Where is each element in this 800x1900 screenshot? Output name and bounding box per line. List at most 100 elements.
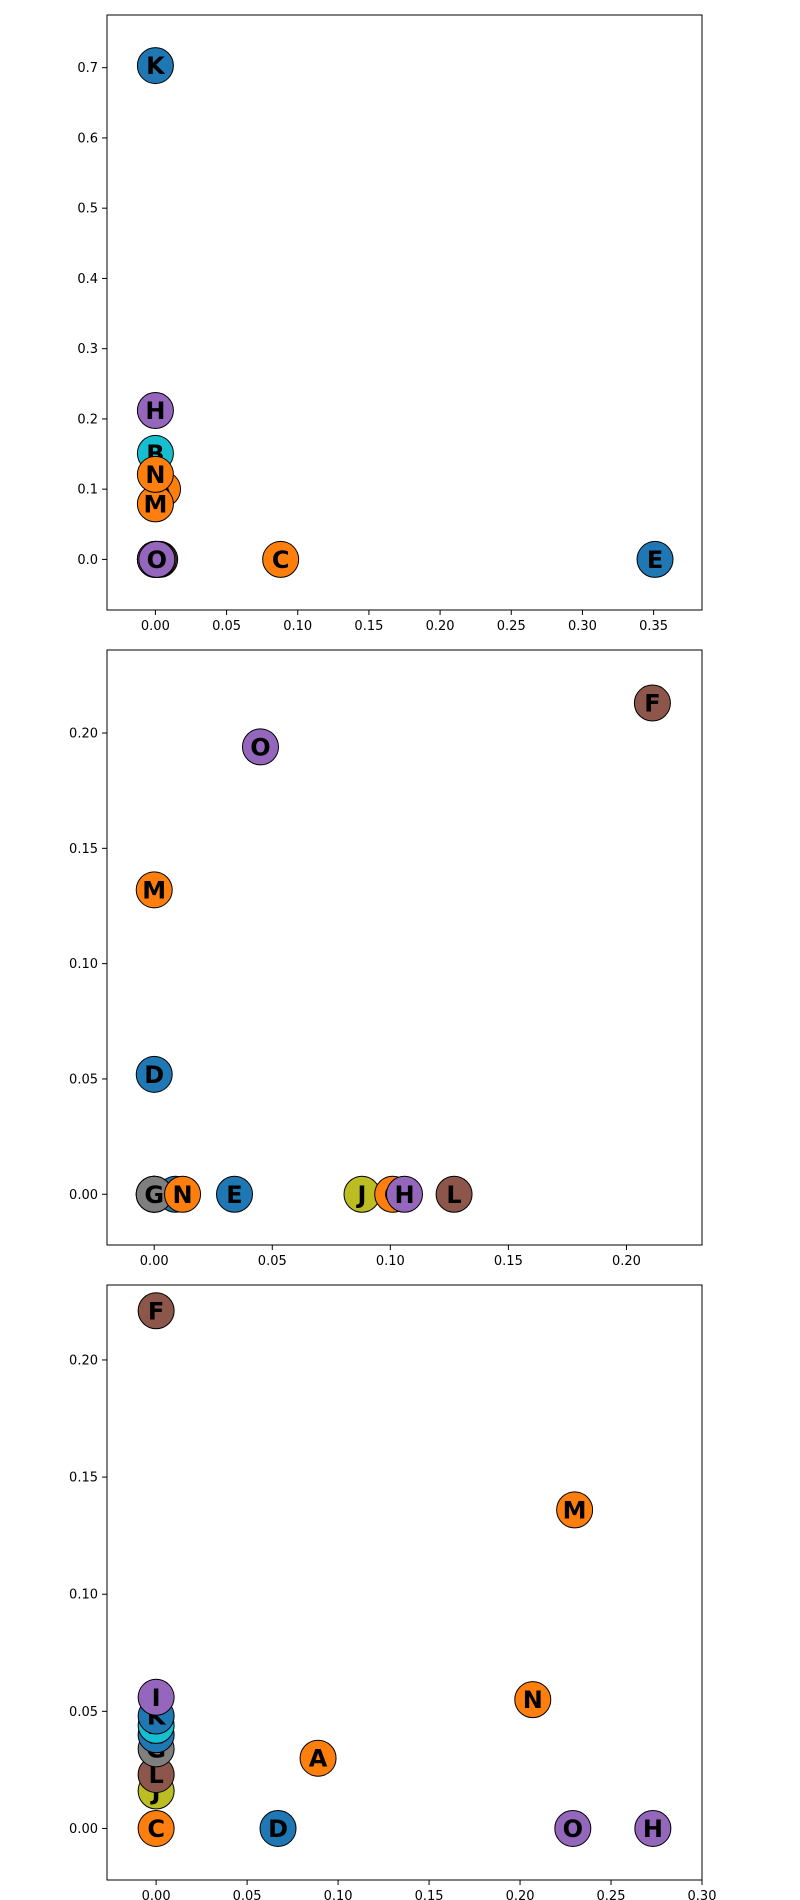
point-marker	[259, 1809, 297, 1847]
y-tick-label: 0.2	[77, 412, 98, 427]
point-label: G	[144, 1181, 164, 1209]
x-tick-label: 0.20	[506, 1889, 535, 1900]
point-marker	[137, 1292, 175, 1330]
point-label: D	[268, 1815, 288, 1843]
plot-area	[106, 649, 703, 1246]
x-tick-label: 0.05	[233, 1889, 262, 1900]
x-tick-label: 0.00	[140, 1254, 169, 1269]
x-tick-label: 0.05	[258, 1254, 287, 1269]
point-O: O	[138, 540, 176, 578]
point-marker	[241, 728, 279, 766]
point-D: D	[135, 1055, 173, 1093]
x-tick-label: 0.35	[639, 619, 668, 634]
point-marker	[633, 684, 671, 722]
point-label: F	[148, 1297, 164, 1325]
x-tick-label: 0.30	[568, 619, 597, 634]
point-L: L	[435, 1175, 473, 1213]
x-tick-label: 0.00	[141, 619, 170, 634]
point-label: C	[272, 546, 290, 574]
point-N: N	[514, 1681, 552, 1719]
plot-area	[106, 14, 703, 611]
y-tick-label: 0.00	[69, 1188, 98, 1203]
point-label: E	[226, 1181, 242, 1209]
y-tick-label: 0.20	[69, 1353, 98, 1368]
point-label: O	[250, 733, 270, 761]
x-tick-label: 0.05	[212, 619, 241, 634]
point-K: K	[136, 47, 174, 85]
point-N: N	[164, 1175, 202, 1213]
x-tick-label: 0.20	[426, 619, 455, 634]
x-tick-label: 0.15	[354, 619, 383, 634]
point-M: M	[556, 1491, 594, 1529]
plot-area	[106, 1284, 703, 1881]
point-label: K	[146, 52, 166, 80]
x-tick-label: 0.10	[376, 1254, 405, 1269]
point-D: D	[259, 1809, 297, 1847]
point-label: J	[356, 1181, 367, 1209]
point-label: E	[647, 546, 663, 574]
point-marker	[135, 1055, 173, 1093]
point-marker	[514, 1681, 552, 1719]
point-F: F	[633, 684, 671, 722]
point-marker	[299, 1739, 337, 1777]
point-E: E	[636, 540, 674, 578]
x-tick-label: 0.15	[415, 1889, 444, 1900]
point-I: I	[137, 1678, 175, 1716]
point-marker	[136, 455, 174, 493]
point-marker	[435, 1175, 473, 1213]
point-label: O	[147, 546, 167, 574]
point-label: C	[147, 1815, 165, 1843]
point-label: A	[309, 1745, 328, 1773]
x-tick-label: 0.00	[142, 1889, 171, 1900]
point-marker	[136, 391, 174, 429]
x-tick-label: 0.10	[324, 1889, 353, 1900]
point-marker	[138, 540, 176, 578]
x-tick-label: 0.25	[497, 619, 526, 634]
point-G: G	[135, 1175, 173, 1213]
point-M: M	[135, 871, 173, 909]
point-M: M	[136, 485, 174, 523]
point-H: H	[136, 391, 174, 429]
point-marker	[556, 1491, 594, 1529]
point-C: C	[137, 1809, 175, 1847]
y-tick-label: 0.6	[77, 131, 98, 146]
point-label: D	[144, 1061, 164, 1089]
point-label: H	[145, 397, 165, 425]
point-label: M	[143, 490, 167, 518]
point-A: A	[299, 1739, 337, 1777]
point-label: L	[148, 1761, 163, 1789]
point-O: O	[554, 1809, 592, 1847]
y-tick-label: 0.05	[69, 1072, 98, 1087]
point-C: C	[262, 540, 300, 578]
point-marker	[262, 540, 300, 578]
point-marker	[554, 1809, 592, 1847]
point-label: F	[644, 690, 660, 718]
scatter-chart-2: 0.00 0.05 0.10 0.15 0.20 0.00 0.05 0.10 0.15 0.20…	[69, 649, 703, 1269]
point-L: L	[137, 1756, 175, 1794]
y-tick-label: 0.3	[77, 342, 98, 357]
point-label: N	[173, 1181, 193, 1209]
point-marker	[136, 47, 174, 85]
point-H: H	[386, 1175, 423, 1213]
point-marker	[216, 1175, 253, 1213]
point-label: N	[145, 461, 165, 489]
point-marker	[135, 871, 173, 909]
y-tick-label: 0.5	[77, 202, 98, 217]
point-E: E	[216, 1175, 253, 1213]
point-label: H	[643, 1815, 663, 1843]
point-N: N	[136, 455, 174, 493]
point-label: L	[446, 1181, 461, 1209]
y-tick-label: 0.7	[77, 61, 98, 76]
scatter-chart-1: 0.00 0.05 0.10 0.15 0.20 0.25 0.30 0.35 0.0 0.1 0.…	[77, 14, 703, 634]
point-marker	[636, 540, 674, 578]
point-label: I	[152, 1684, 161, 1712]
scatter-chart-3: 0.00 0.05 0.10 0.15 0.20 0.25 0.30 0.00 0.05 0.10…	[69, 1284, 716, 1900]
point-H: H	[634, 1809, 672, 1847]
point-marker	[386, 1175, 423, 1213]
point-marker	[137, 1678, 175, 1716]
point-label: N	[523, 1686, 543, 1714]
point-label: O	[563, 1815, 583, 1843]
y-tick-label: 0.15	[69, 1471, 98, 1486]
point-O: O	[241, 728, 279, 766]
